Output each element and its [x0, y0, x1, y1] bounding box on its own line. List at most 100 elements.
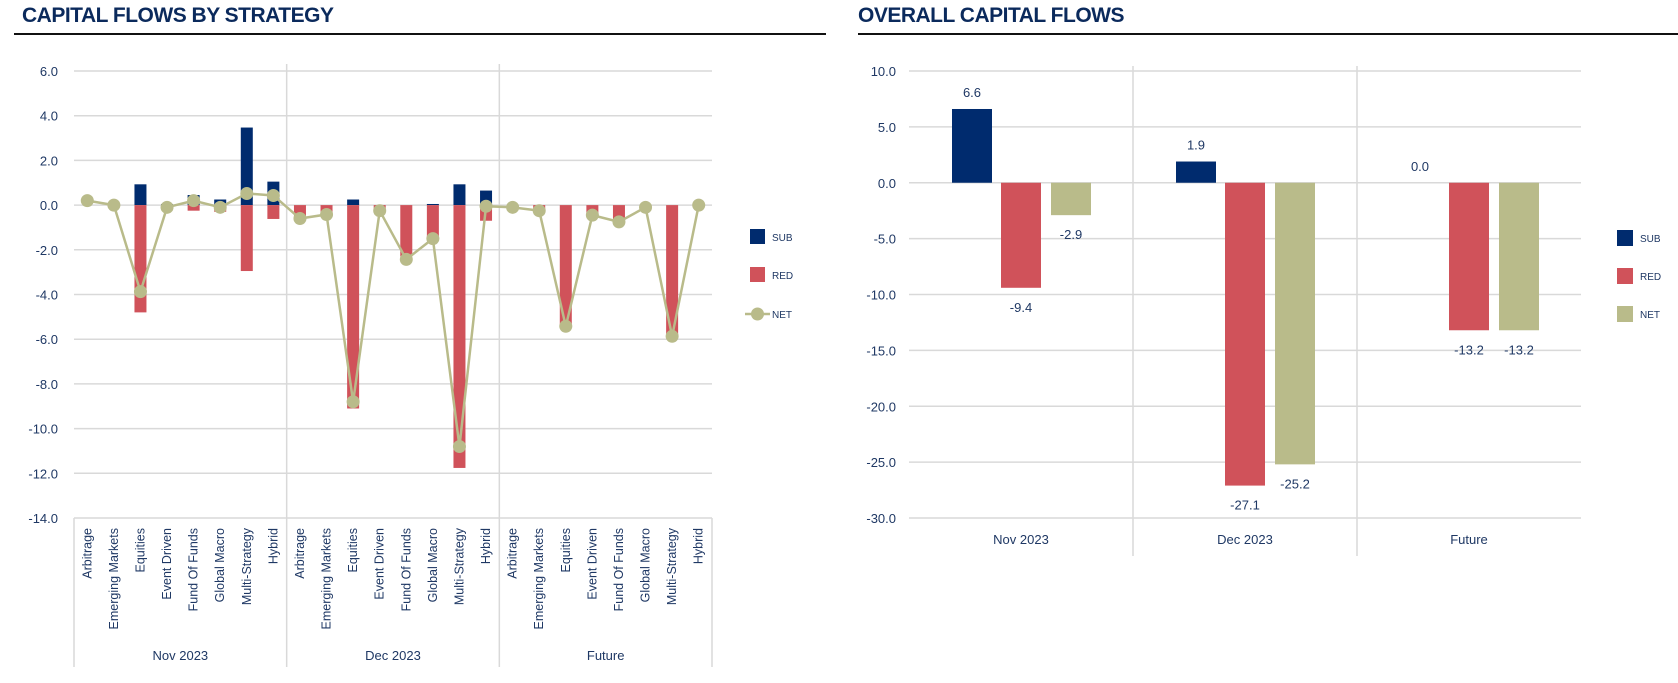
legend-label-net: NET — [772, 310, 792, 321]
net-point — [107, 198, 121, 212]
net-point — [532, 204, 546, 218]
legend-label-sub: SUB — [1640, 234, 1661, 245]
category-label: Equities — [133, 528, 147, 572]
data-label: -25.2 — [1280, 476, 1310, 491]
data-label: 0.0 — [1411, 159, 1429, 174]
net-point — [452, 439, 466, 453]
legend-label-red: RED — [1640, 272, 1661, 283]
left-title-divider — [14, 33, 826, 35]
y-tick-label: -4.0 — [36, 288, 58, 303]
net-point — [320, 207, 334, 221]
category-label: Nov 2023 — [993, 532, 1049, 547]
sub-bar — [134, 184, 147, 206]
data-label: -9.4 — [1010, 300, 1032, 315]
legend-sub-swatch — [1617, 230, 1633, 246]
category-label: Hybrid — [692, 528, 706, 564]
data-label: -27.1 — [1230, 498, 1260, 513]
net-point — [240, 186, 254, 200]
y-tick-label: -30.0 — [866, 511, 896, 526]
category-label: Equities — [346, 528, 360, 572]
net-point — [80, 194, 94, 208]
right-chart-title: OVERALL CAPITAL FLOWS — [858, 4, 1125, 27]
red-bar — [1449, 182, 1489, 331]
data-label: -2.9 — [1060, 227, 1082, 242]
category-label: Arbitrage — [80, 528, 94, 579]
category-label: Hybrid — [266, 528, 280, 564]
net-bar — [1499, 182, 1539, 331]
net-point — [559, 319, 573, 333]
sub-bar — [426, 203, 439, 206]
y-tick-label: 2.0 — [40, 153, 58, 168]
y-tick-label: 0.0 — [40, 198, 58, 213]
red-bar — [666, 205, 679, 337]
y-tick-label: 0.0 — [878, 176, 896, 191]
category-label: Event Driven — [585, 528, 599, 600]
category-label: Global Macro — [213, 528, 227, 602]
sub-bar — [952, 108, 992, 183]
legend-label-net: NET — [1640, 310, 1660, 321]
sub-bar — [453, 184, 466, 206]
net-point — [426, 232, 440, 246]
y-tick-label: 6.0 — [40, 64, 58, 79]
red-bar — [1225, 182, 1265, 486]
category-label: Event Driven — [160, 528, 174, 600]
red-bar — [267, 205, 280, 219]
data-label: 1.9 — [1187, 138, 1205, 153]
category-label: Hybrid — [479, 528, 493, 564]
left-chart-title: CAPITAL FLOWS BY STRATEGY — [22, 4, 334, 27]
legend-net-marker — [751, 307, 764, 321]
net-point — [346, 395, 360, 409]
category-label: Fund Of Funds — [612, 528, 626, 611]
net-point — [133, 285, 147, 299]
group-label: Future — [587, 648, 625, 663]
red-bar — [187, 205, 200, 211]
capital-flows-by-strategy-chart: 6.0 4.0 2.0 0.0 -2.0 -4.0 -6.0 -8.0 -10.0 -12.0 -1… — [28, 64, 793, 667]
category-label: Emerging Markets — [320, 528, 334, 629]
group-label: Nov 2023 — [153, 648, 209, 663]
category-label: Dec 2023 — [1217, 532, 1273, 547]
category-label: Global Macro — [639, 528, 653, 602]
category-label: Global Macro — [426, 528, 440, 602]
net-bar — [1275, 182, 1315, 465]
y-tick-label: -10.0 — [866, 288, 896, 303]
data-label: -13.2 — [1454, 342, 1484, 357]
net-point — [612, 215, 626, 229]
right-title-divider — [858, 33, 1678, 35]
red-bar — [240, 205, 253, 272]
category-label: Arbitrage — [506, 528, 520, 579]
legend-label-red: RED — [772, 271, 793, 282]
y-tick-label: -8.0 — [36, 377, 58, 392]
y-tick-label: 5.0 — [878, 120, 896, 135]
net-point — [639, 200, 653, 214]
y-tick-label: -20.0 — [866, 399, 896, 414]
y-tick-label: -2.0 — [36, 243, 58, 258]
net-point — [479, 199, 493, 213]
net-point — [399, 252, 413, 266]
category-label: Multi-Strategy — [452, 527, 466, 605]
net-point — [506, 200, 520, 214]
data-label: -13.2 — [1504, 342, 1534, 357]
net-point — [266, 188, 280, 202]
legend-label-sub: SUB — [772, 233, 793, 244]
category-label: Fund Of Funds — [187, 528, 201, 611]
y-tick-label: 10.0 — [871, 64, 896, 79]
category-label: Emerging Markets — [107, 528, 121, 629]
net-point — [187, 194, 201, 208]
legend-sub-swatch — [750, 229, 765, 244]
category-label: Fund Of Funds — [399, 528, 413, 611]
sub-bar — [1176, 161, 1216, 183]
red-bar — [400, 205, 413, 257]
net-bar — [1051, 182, 1091, 216]
category-label: Multi-Strategy — [665, 527, 679, 605]
net-point — [160, 200, 174, 214]
y-tick-label: 4.0 — [40, 109, 58, 124]
category-label: Arbitrage — [293, 528, 307, 579]
group-label: Dec 2023 — [365, 648, 421, 663]
net-point — [692, 198, 706, 212]
y-tick-label: -15.0 — [866, 343, 896, 358]
net-line — [87, 192, 700, 447]
y-tick-label: -5.0 — [874, 232, 896, 247]
y-tick-label: -25.0 — [866, 455, 896, 470]
sub-bar — [347, 199, 360, 206]
net-point — [293, 212, 307, 226]
